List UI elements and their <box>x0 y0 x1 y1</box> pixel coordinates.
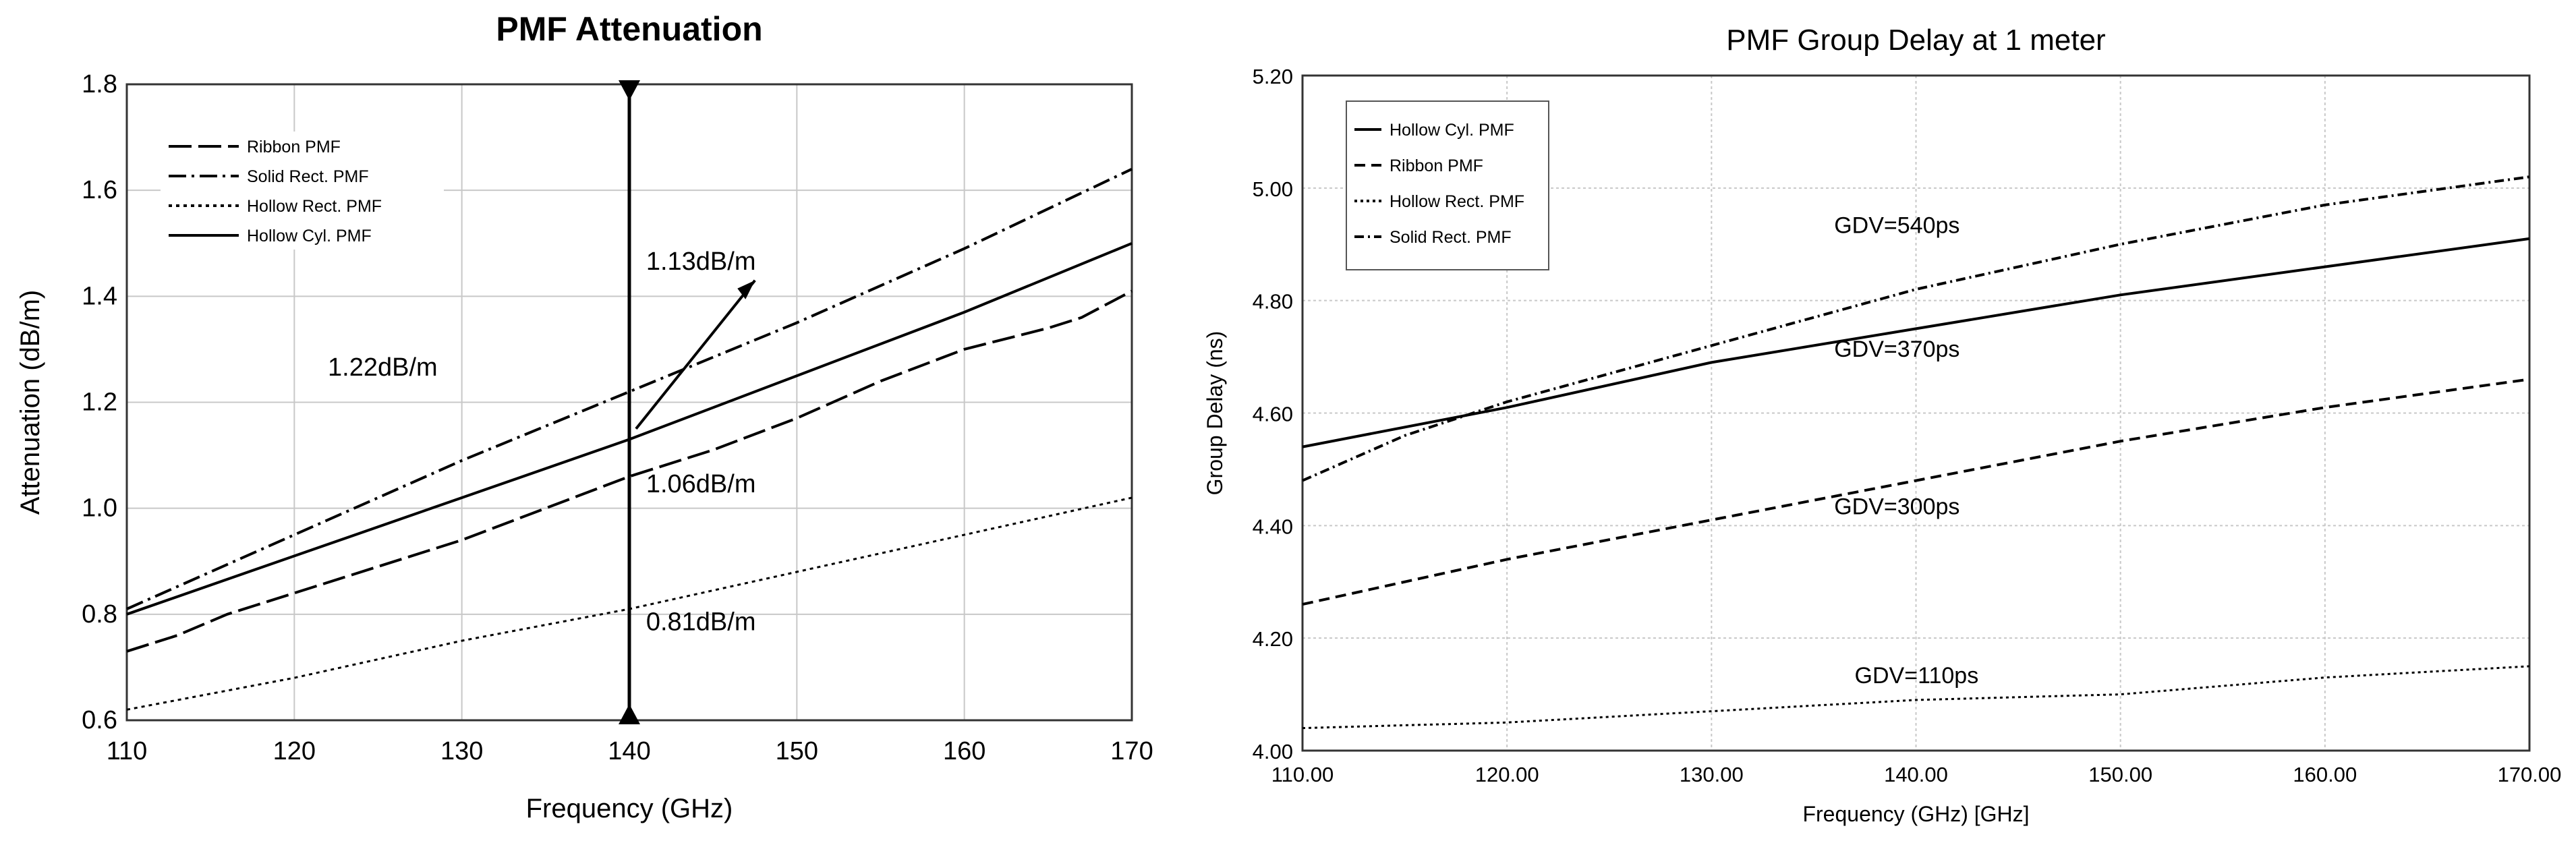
y-tick-label: 1.0 <box>82 494 117 523</box>
series-line-3 <box>1302 175 2530 482</box>
y-tick-label: 5.00 <box>1253 177 1293 201</box>
series-line-1 <box>126 167 1133 610</box>
legend-box <box>161 132 444 250</box>
series-line-0 <box>1302 237 2530 448</box>
y-tick-label: 4.00 <box>1253 740 1293 763</box>
x-tick-label: 150.00 <box>2088 763 2152 786</box>
x-tick-label: 140 <box>608 737 650 765</box>
annotation-label: 1.06dB/m <box>646 470 756 498</box>
annotation-label: 1.22dB/m <box>328 353 438 382</box>
y-tick-label: 1.8 <box>82 70 117 98</box>
chart-title: PMF Attenuation <box>496 10 762 48</box>
legend-label-2: Hollow Rect. PMF <box>1390 192 1524 211</box>
y-tick-label: 4.60 <box>1253 403 1293 426</box>
marker-bottom-triangle <box>619 704 640 724</box>
annotation-label: 1.13dB/m <box>646 248 756 276</box>
annotation-arrowhead <box>737 280 755 299</box>
y-axis-label: Group Delay (ns) <box>1203 331 1227 496</box>
legend-label-1: Ribbon PMF <box>1390 156 1483 175</box>
x-tick-label: 160 <box>943 737 985 765</box>
annotation-label: GDV=110ps <box>1855 663 1979 689</box>
series-line-0 <box>126 289 1133 653</box>
annotation-label: GDV=300ps <box>1834 494 1959 520</box>
annotation-arrow <box>635 279 756 430</box>
x-tick-label: 110.00 <box>1271 763 1334 786</box>
y-tick-label: 0.6 <box>82 706 117 734</box>
y-tick-label: 4.20 <box>1253 627 1293 651</box>
y-tick-label: 5.20 <box>1253 65 1293 88</box>
x-tick-label: 120.00 <box>1475 763 1539 786</box>
x-tick-label: 130.00 <box>1680 763 1744 786</box>
attenuation-chart: 110 120 130 140 150 160 170 0.6 0.8 1.0 1.2 1.4 1.6 1… <box>16 10 1153 823</box>
y-axis-label: Attenuation (dB/m) <box>16 290 45 515</box>
y-tick-label: 0.8 <box>82 600 117 629</box>
x-tick-label: 170 <box>1110 737 1153 765</box>
legend-label-2: Hollow Rect. PMF <box>247 197 382 216</box>
series-line-2 <box>126 496 1133 711</box>
marker-top-triangle <box>619 80 640 100</box>
x-tick-label: 150 <box>776 737 818 765</box>
x-axis-label: Frequency (GHz) <box>526 794 733 823</box>
y-tick-label: 4.80 <box>1253 290 1293 314</box>
legend-label-3: Hollow Cyl. PMF <box>247 227 372 245</box>
legend-label-3: Solid Rect. PMF <box>1390 228 1512 247</box>
annotation-label: GDV=370ps <box>1834 337 1959 362</box>
x-tick-label: 170.00 <box>2498 763 2562 786</box>
y-tick-label: 4.40 <box>1253 515 1293 538</box>
series-line-1 <box>1302 378 2530 606</box>
x-tick-label: 110 <box>107 737 148 765</box>
y-tick-label: 1.2 <box>82 388 117 417</box>
y-tick-label: 1.4 <box>82 282 117 310</box>
legend-label-0: Ribbon PMF <box>247 138 341 156</box>
x-axis-label: Frequency (GHz) [GHz] <box>1802 802 2029 826</box>
plot-frame <box>1301 74 2531 752</box>
legend-label-0: Hollow Cyl. PMF <box>1390 121 1514 140</box>
annotation-label: 0.81dB/m <box>646 608 756 636</box>
chart-title: PMF Group Delay at 1 meter <box>1726 24 2105 57</box>
series-line-3 <box>126 241 1133 616</box>
x-tick-label: 160.00 <box>2293 763 2357 786</box>
x-tick-label: 120 <box>273 737 316 765</box>
x-tick-label: 140.00 <box>1884 763 1948 786</box>
legend-label-1: Solid Rect. PMF <box>247 167 369 186</box>
x-tick-label: 130 <box>440 737 483 765</box>
series-line-2 <box>1302 665 2530 730</box>
y-tick-label: 1.6 <box>82 176 117 204</box>
annotation-label: GDV=540ps <box>1834 213 1959 239</box>
